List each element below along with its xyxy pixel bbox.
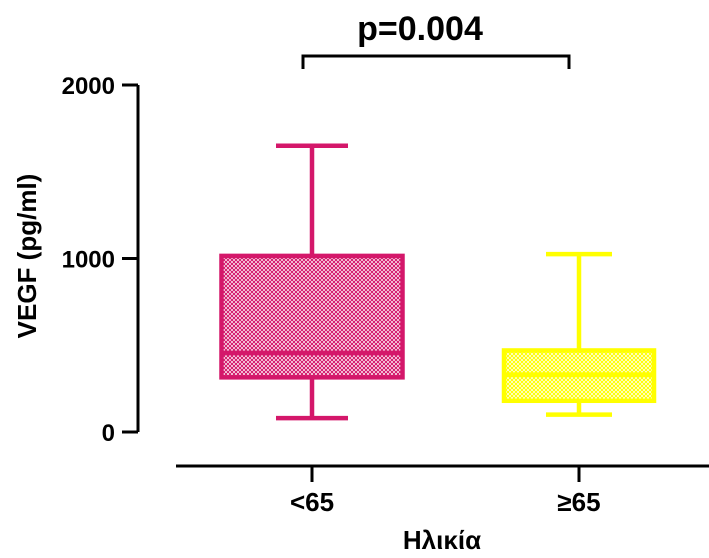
box-iqr-0 xyxy=(219,253,405,380)
box-0 xyxy=(219,143,405,421)
x-tick-label-0: <65 xyxy=(290,487,334,517)
y-tick-label-1: 1000 xyxy=(62,247,115,274)
y-tick-label-0: 0 xyxy=(102,420,115,447)
boxes xyxy=(219,143,657,421)
significance-bracket: p=0.004 xyxy=(301,10,571,69)
x-ticks: <65 ≥65 xyxy=(290,466,601,517)
x-tick-label-1: ≥65 xyxy=(557,487,600,517)
x-axis-label: Ηλικία xyxy=(403,525,481,555)
y-ticks: 0 1000 2000 xyxy=(62,73,138,447)
significance-bracket-line xyxy=(301,54,571,69)
p-value-annotation: p=0.004 xyxy=(357,10,483,48)
box-1 xyxy=(501,251,657,417)
y-tick-label-2: 2000 xyxy=(62,73,115,100)
y-axis-label: VEGF (pg/ml) xyxy=(12,174,42,339)
